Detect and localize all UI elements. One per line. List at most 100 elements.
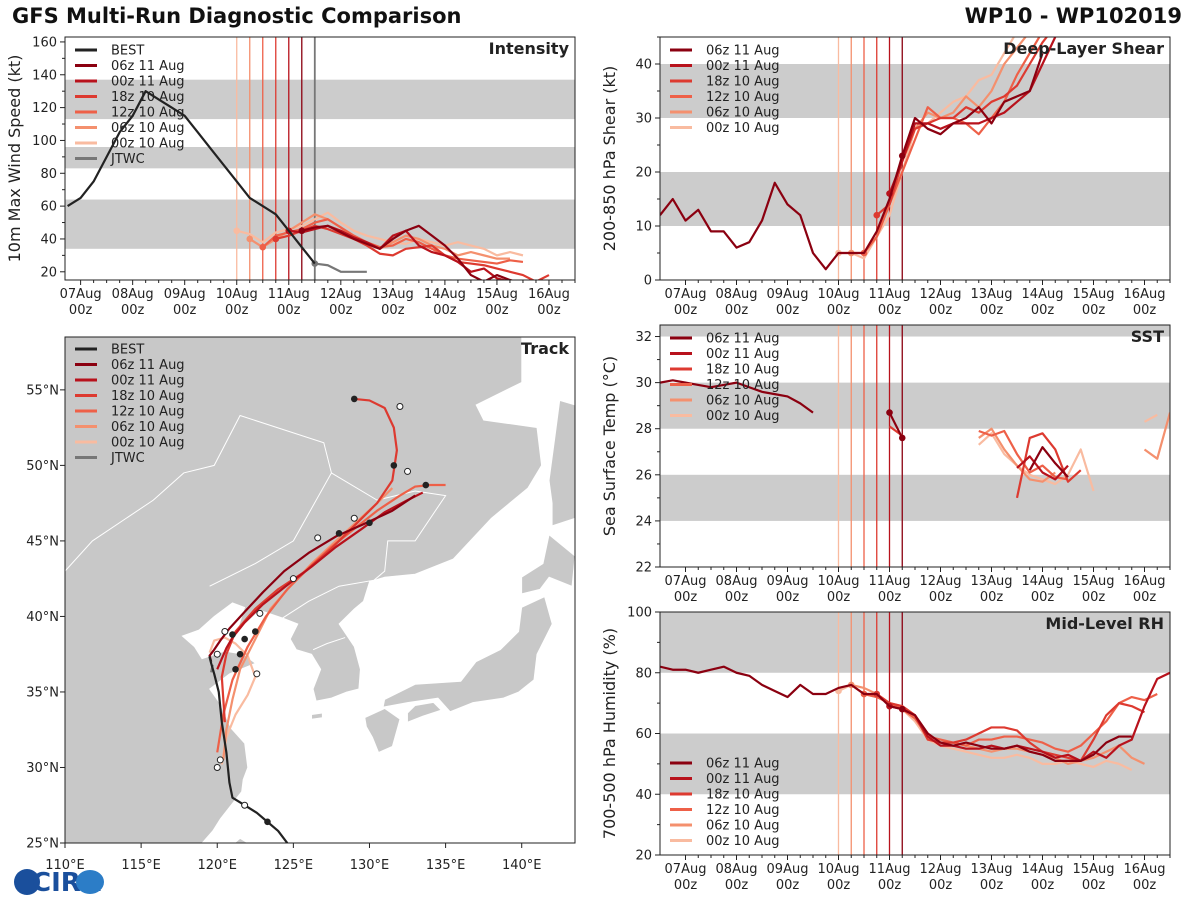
shear-xtick-sublabel: 00z [929, 303, 953, 318]
intensity-ytick-label: 100 [32, 134, 57, 149]
intensity-xtick-label: 14Aug [424, 287, 466, 302]
track-dot-00z [350, 395, 358, 403]
rh-band-1 [660, 612, 1170, 673]
intensity-ytick-label: 80 [40, 167, 57, 182]
track-dot-12z [213, 763, 221, 771]
track-legend-label: 00z 10 Aug [111, 436, 185, 451]
cira-logo: CIRA [14, 868, 104, 898]
shear-xtick-sublabel: 00z [980, 303, 1004, 318]
track-06z-11-Aug [208, 494, 416, 663]
sst-xtick-sublabel: 00z [929, 590, 953, 605]
track-dot-00z [236, 650, 244, 658]
sst-series-00z-10-Aug-segB [1143, 413, 1158, 423]
sst-xtick-label: 07Aug [665, 574, 707, 589]
shear-xtick-sublabel: 00z [1133, 303, 1157, 318]
sst-xtick-sublabel: 00z [878, 590, 902, 605]
sst-ytick-label: 28 [635, 422, 652, 437]
track-map-area [65, 337, 575, 843]
track-legend-label: JTWC [110, 451, 145, 466]
rh-legend-label: 00z 11 Aug [706, 772, 780, 787]
track-dot-00z [422, 481, 430, 489]
sst-band-2 [660, 325, 1170, 337]
rh-xtick-sublabel: 00z [827, 878, 851, 893]
intensity-xtick-sublabel: 00z [433, 303, 457, 318]
rh-title: Mid-Level RH [1045, 614, 1164, 633]
intensity-ytick-label: 140 [32, 68, 57, 83]
intensity-panel: 2040608010012014016007Aug00z08Aug00z09Au… [5, 35, 576, 318]
logo-cloud-icon [76, 870, 104, 894]
shear-legend-label: 00z 10 Aug [706, 121, 780, 136]
track-18z-10-Aug [220, 397, 398, 723]
intensity-frame [64, 36, 576, 281]
intensity-xtick-sublabel: 00z [277, 303, 301, 318]
intensity-marker-0 [298, 227, 306, 235]
page-title: GFS Multi-Run Diagnostic Comparison [12, 4, 462, 28]
track-xtick-label: 130°E [350, 858, 390, 873]
shear-marker-0 [898, 152, 906, 160]
shear-xtick-sublabel: 00z [725, 303, 749, 318]
sst-xtick-label: 16Aug [1124, 574, 1166, 589]
rh-xtick-label: 16Aug [1124, 862, 1166, 877]
sst-ylabel: Sea Surface Temp (°C) [600, 356, 619, 536]
track-dot-00z [241, 635, 248, 643]
track-xtick-label: 135°E [426, 858, 466, 873]
border-korea-dmz [312, 637, 346, 651]
intensity-legend-label: 00z 10 Aug [111, 137, 185, 152]
track-legend-label: 18z 10 Aug [111, 389, 185, 404]
intensity-plot-area [65, 37, 575, 280]
track-dot-12z [404, 467, 412, 475]
shikoku-land [407, 702, 442, 723]
track-dot-00z [232, 665, 239, 673]
track-00z-10-Aug [208, 636, 257, 765]
intensity-xtick-sublabel: 00z [537, 303, 561, 318]
logo-globe-icon [14, 869, 40, 895]
sst-legend-label: 06z 11 Aug [706, 332, 780, 347]
shear-legend-label: 00z 11 Aug [706, 59, 780, 74]
track-legend-label: 06z 11 Aug [111, 358, 185, 373]
sst-marker-0 [886, 409, 893, 416]
shear-ylabel: 200-850 hPa Shear (kt) [600, 66, 619, 252]
track-dot-00z [264, 818, 271, 826]
intensity-ytick-label: 40 [40, 232, 57, 247]
rh-legend-label: 06z 11 Aug [706, 757, 780, 772]
sst-xtick-sublabel: 00z [980, 590, 1004, 605]
rh-series-00z-11-Aug [889, 671, 1170, 762]
track-legend-label: 00z 11 Aug [111, 374, 185, 389]
intensity-xtick-label: 07Aug [60, 287, 102, 302]
track-xtick-label: 140°E [502, 858, 542, 873]
sst-series-06z-10-Aug-segB [1143, 412, 1170, 460]
intensity-band-2 [65, 79, 575, 120]
shear-legend-label: 12z 10 Aug [706, 90, 780, 105]
rh-xtick-sublabel: 00z [1031, 878, 1055, 893]
track-frame [64, 336, 576, 844]
track-dot-12z [256, 609, 264, 617]
shear-band-0 [660, 172, 1170, 226]
intensity-marker-0 [259, 243, 267, 251]
rh-xtick-sublabel: 00z [776, 878, 800, 893]
sst-ytick-label: 32 [635, 330, 652, 345]
sst-ytick-label: 30 [635, 376, 652, 391]
shear-xtick-sublabel: 00z [1031, 303, 1055, 318]
rh-marker-0 [898, 705, 906, 713]
sst-panel: 22242628303207Aug00z08Aug00z09Aug00z10Au… [600, 324, 1171, 605]
sakhalin-land [548, 399, 575, 527]
intensity-ytick-label: 20 [40, 265, 57, 280]
intensity-marker-0 [233, 227, 241, 235]
track-dot-12z [216, 756, 224, 764]
rh-legend-label: 18z 10 Aug [706, 788, 780, 803]
sst-series-00z-11-Aug [1016, 455, 1069, 481]
intensity-xtick-label: 13Aug [372, 287, 414, 302]
rh-xtick-label: 11Aug [869, 862, 911, 877]
sst-legend-label: 06z 10 Aug [706, 394, 780, 409]
intensity-series-06z-11-Aug [301, 224, 515, 280]
intensity-legend-label: 00z 11 Aug [111, 75, 185, 90]
sst-ytick-label: 24 [635, 514, 652, 529]
rh-ylabel: 700-500 hPa Humidity (%) [600, 628, 619, 839]
track-dot-12z [289, 575, 297, 583]
rh-plot-area [660, 612, 1170, 855]
jeju-land [311, 712, 323, 720]
intensity-series-BEST [67, 90, 316, 265]
rh-legend-label: 00z 10 Aug [706, 834, 780, 849]
rh-xtick-label: 08Aug [716, 862, 758, 877]
sst-legend-label: 18z 10 Aug [706, 363, 780, 378]
